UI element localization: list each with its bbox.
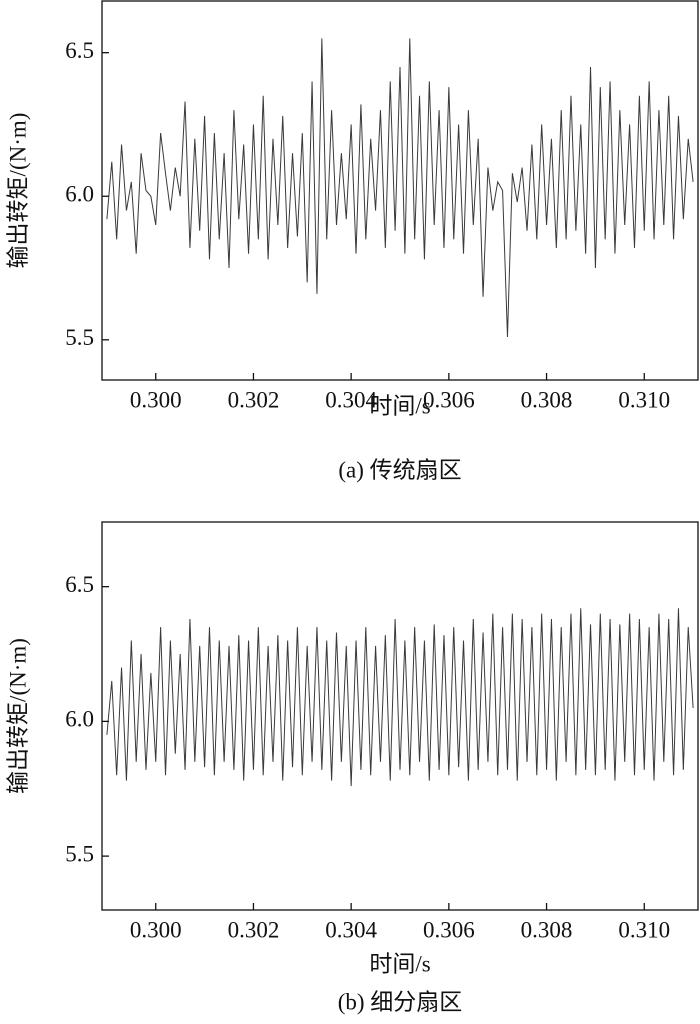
y-tick-label: 6.5 [65,38,94,63]
y-axis-label: 输出转矩/(N·m) [5,638,30,794]
x-tick-label: 0.304 [325,387,377,412]
chart-title: (b) 细分扇区 [338,989,463,1014]
x-tick-label: 0.302 [228,917,280,942]
x-tick-label: 0.306 [423,917,475,942]
x-tick-label: 0.306 [423,387,475,412]
y-tick-label: 6.5 [65,572,94,597]
plot-frame [101,0,699,381]
data-line [106,608,694,787]
x-tick-label: 0.304 [325,917,377,942]
chart-title: (a) 传统扇区 [338,457,461,482]
y-tick-label: 5.5 [65,325,94,350]
y-tick-label: 6.0 [65,182,94,207]
x-tick-label: 0.302 [228,387,280,412]
x-tick-label: 0.308 [521,387,573,412]
x-tick-label: 0.300 [130,917,182,942]
x-tick-label: 0.310 [618,917,670,942]
x-axis-label: 时间/s [369,951,430,976]
y-axis-label: 输出转矩/(N·m) [5,113,30,269]
x-axis-label: 时间/s [369,393,430,418]
x-tick-label: 0.308 [521,917,573,942]
data-line [106,38,694,337]
x-tick-label: 0.300 [130,387,182,412]
plot-frame [101,521,699,911]
y-tick-label: 5.5 [65,841,94,866]
y-tick-label: 6.0 [65,707,94,732]
x-tick-label: 0.310 [618,387,670,412]
